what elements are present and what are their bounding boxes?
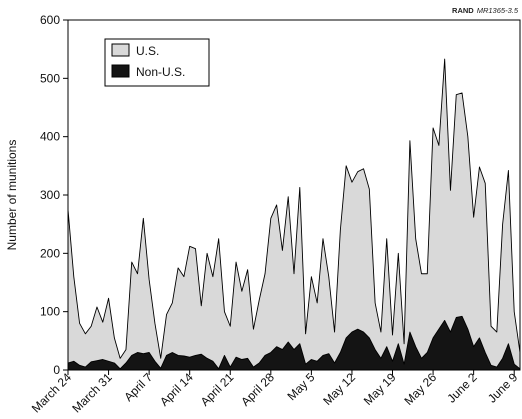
x-tick-label: May 19	[361, 370, 399, 408]
y-tick-label: 600	[40, 13, 60, 27]
x-tick-label: March 24	[29, 370, 75, 416]
x-tick-label: June 9	[485, 370, 521, 406]
y-tick-label: 200	[40, 246, 60, 260]
legend-swatch-non-us	[111, 64, 130, 78]
x-tick-label: April 21	[198, 370, 237, 409]
x-tick-label: May 5	[284, 370, 317, 403]
series-area-us	[67, 58, 521, 371]
x-tick-label: May 12	[320, 370, 358, 408]
x-tick-label: April 14	[157, 370, 196, 409]
y-tick-label: 0	[53, 363, 60, 377]
source-code: MR1365-3.5	[476, 6, 518, 15]
y-tick-label: 300	[40, 188, 60, 202]
x-tick-label: June 2	[444, 370, 480, 406]
series-layer	[67, 58, 521, 371]
y-tick-label: 500	[40, 71, 60, 85]
y-tick-label: 400	[40, 130, 60, 144]
x-tick-label: April 28	[238, 370, 277, 409]
legend-swatch-us	[111, 43, 130, 57]
legend: U.S. Non-U.S.	[104, 38, 210, 87]
x-tick-label: May 26	[401, 370, 439, 408]
series-area-non-us	[67, 315, 521, 371]
x-tick-label: March 31	[69, 370, 115, 416]
source-note: RAND MR1365-3.5	[452, 6, 518, 15]
source-org: RAND	[452, 6, 474, 15]
legend-label-non-us: Non-U.S.	[136, 65, 185, 79]
y-tick-label: 100	[40, 305, 60, 319]
y-axis-title: Number of munitions	[5, 140, 19, 251]
y-axis: 0 100 200 300 400 500 600	[40, 13, 68, 377]
legend-label-us: U.S.	[136, 44, 159, 58]
x-tick-label: April 7	[121, 370, 155, 404]
